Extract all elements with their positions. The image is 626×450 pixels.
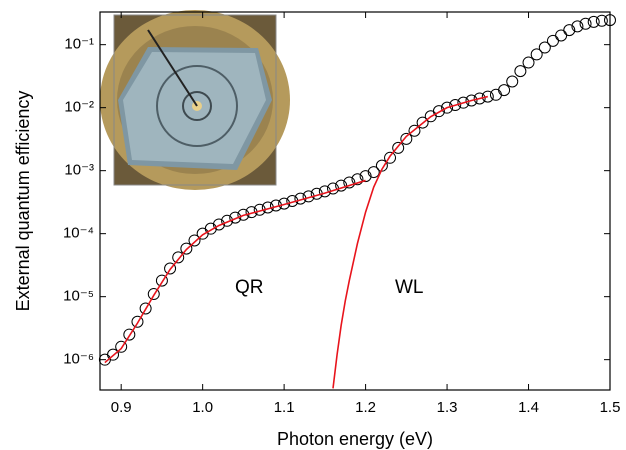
data-point [571,20,584,33]
x-tick-label: 1.2 [355,399,376,416]
y-axis-title: External quantum efficiency [13,91,33,312]
data-point [441,101,454,114]
data-point [172,251,185,264]
data-point [604,14,616,27]
data-point [164,262,177,275]
fit-line [104,179,366,364]
data-point [107,348,120,361]
y-tick-label: 10⁻⁵ [63,288,94,305]
x-axis-title: Photon energy (eV) [277,429,433,449]
y-tick-label: 10⁻¹ [64,36,94,53]
data-point [400,132,413,145]
data-point [384,151,397,164]
x-tick-label: 1.3 [437,399,458,416]
data-point [204,222,217,235]
data-point [465,94,478,107]
annotation: WL [395,277,424,298]
data-point [343,176,356,189]
data-point [498,84,511,97]
y-tick-label: 10⁻² [64,99,94,116]
data-point [229,211,242,224]
x-tick-label: 0.9 [111,399,132,416]
y-tick-label: 10⁻⁴ [63,225,94,242]
data-point [449,99,462,112]
data-point [563,24,576,37]
data-point [392,141,405,154]
fit-line [332,95,488,389]
data-point [155,274,168,287]
data-point [538,41,551,54]
x-tick-label: 1.5 [600,399,621,416]
data-point [522,56,535,69]
data-point [481,90,494,103]
x-tick-label: 1.0 [192,399,213,416]
data-point [131,315,144,328]
data-point [115,340,128,353]
data-point [359,170,372,183]
data-point [180,242,193,255]
data-point [514,65,527,78]
data-point [408,124,421,137]
data-point [579,17,592,30]
data-point [587,15,600,28]
data-point [506,75,519,88]
data-point [432,105,445,118]
data-point [147,288,160,301]
data-point [221,214,234,227]
data-point [212,218,225,231]
data-point [416,116,429,129]
y-tick-label: 10⁻³ [64,162,94,179]
data-point [123,328,136,341]
data-point [351,173,364,186]
data-point [457,96,470,109]
data-point [188,234,201,247]
data-point [473,92,486,105]
data-point [555,29,568,42]
inset-photo [100,10,290,190]
data-point [546,34,559,47]
plot-frame [99,11,611,391]
data-point [489,88,502,101]
data-point [530,48,543,61]
x-tick-label: 1.1 [274,399,295,416]
y-tick-label: 10⁻⁶ [63,351,94,368]
data-point [139,302,152,315]
data-point [595,14,608,27]
data-point [367,166,380,179]
x-tick-label: 1.4 [518,399,539,416]
annotation: QR [235,277,264,298]
